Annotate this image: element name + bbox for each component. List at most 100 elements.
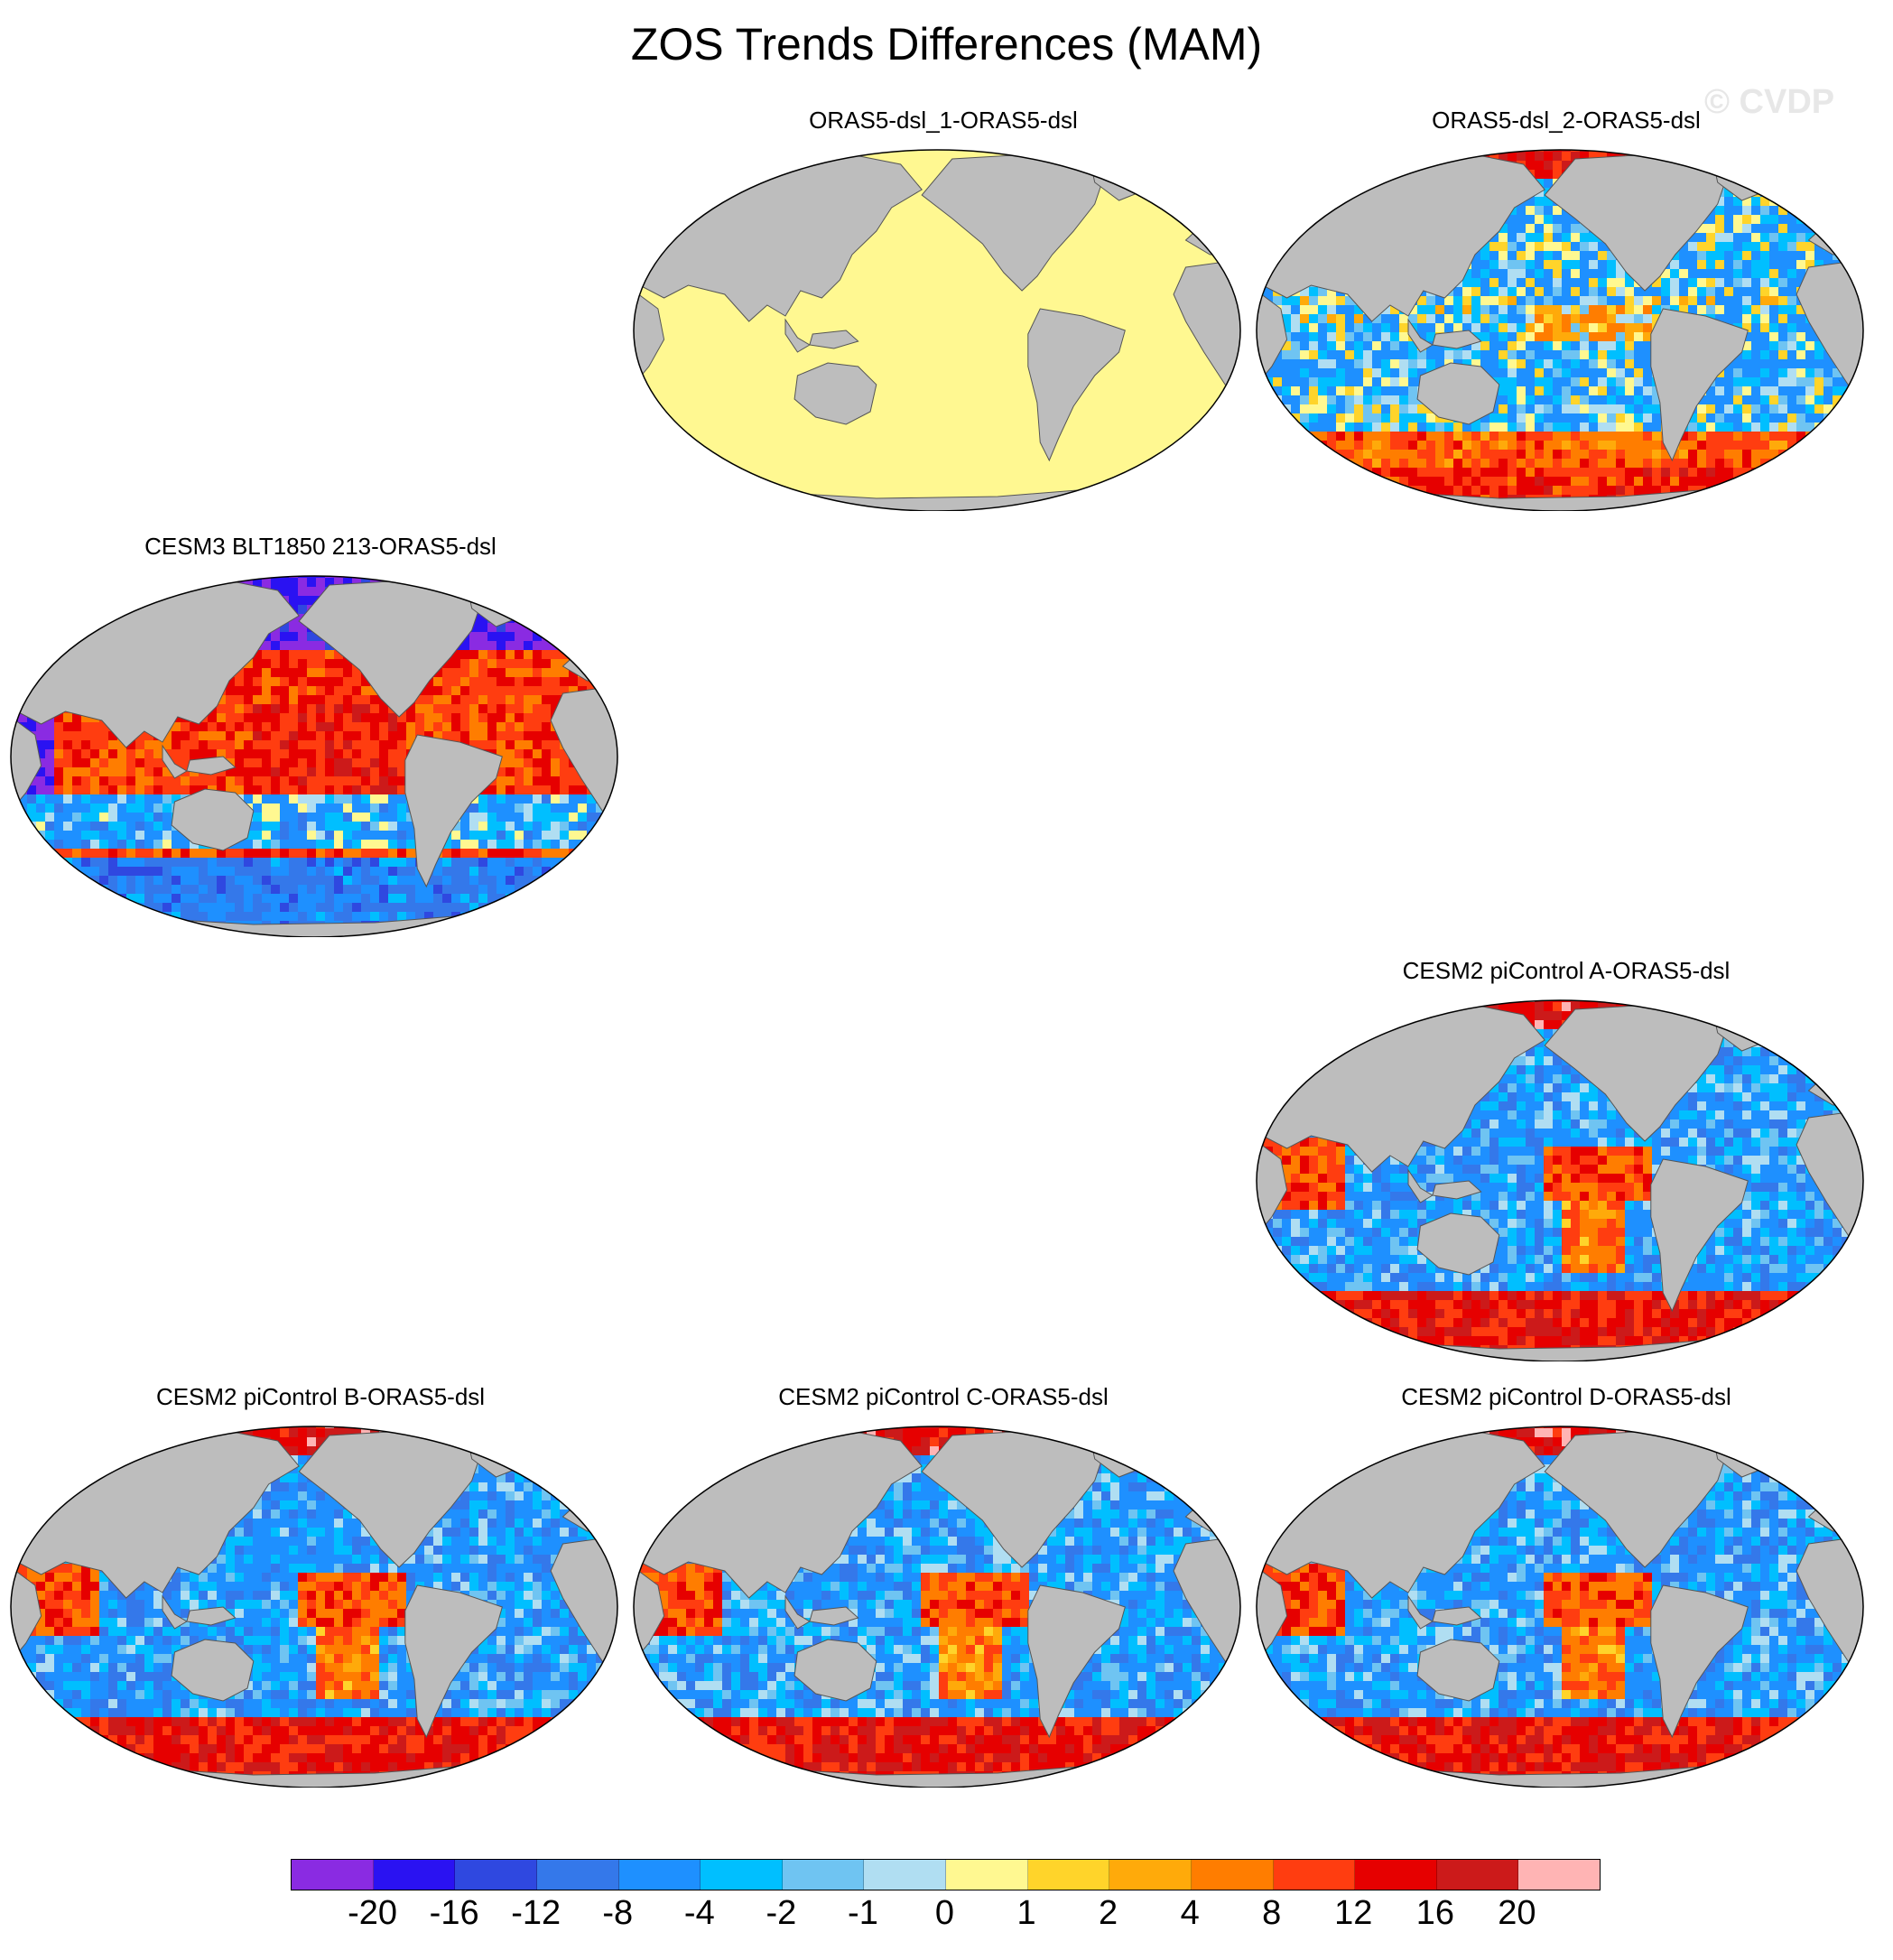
land-mass — [1416, 362, 1500, 425]
map-outline — [10, 1426, 618, 1788]
land-mass — [784, 318, 811, 353]
colorbar-swatch — [782, 1860, 865, 1890]
map-panel-cesm2-picontrol-b: CESM2 piControl B-ORAS5-dsl — [9, 1383, 632, 1789]
land-mass — [1407, 1594, 1434, 1630]
land-mass — [1650, 1158, 1749, 1313]
land-mass — [162, 1594, 188, 1630]
colorbar-tick-label: -16 — [429, 1894, 479, 1932]
map-outline — [633, 149, 1241, 511]
ocean-field — [1257, 1426, 1863, 1788]
land-mass — [1650, 1584, 1749, 1739]
ocean-field — [11, 576, 617, 937]
colorbar-swatch — [1436, 1860, 1519, 1890]
colorbar-swatch — [1027, 1860, 1110, 1890]
panel-title: ORAS5-dsl_1-ORAS5-dsl — [809, 107, 1078, 134]
land-mass — [634, 290, 665, 386]
colorbar-swatch — [701, 1860, 783, 1890]
map-projection — [633, 149, 1241, 511]
colorbar-tick-label: 20 — [1498, 1894, 1536, 1932]
ocean-field — [634, 150, 1240, 511]
land-mass — [1407, 1168, 1434, 1203]
colorbar-swatch — [946, 1860, 1028, 1890]
colorbar-swatch — [455, 1860, 537, 1890]
land-mass — [171, 1639, 255, 1702]
land-mass — [171, 788, 255, 851]
colorbar-tick-label: 8 — [1262, 1894, 1282, 1932]
land-mass — [793, 1639, 877, 1702]
cvdp-watermark: © CVDP — [1704, 83, 1835, 121]
map-projection — [1256, 149, 1864, 511]
land-mass — [1416, 1639, 1500, 1702]
land-mass — [162, 744, 188, 779]
land-mass — [784, 1594, 811, 1630]
colorbar-tick-label: -20 — [348, 1894, 398, 1932]
land-mass — [186, 1606, 237, 1626]
ocean-field — [11, 1426, 617, 1788]
land-mass — [1027, 308, 1126, 462]
colorbar-tick-label: -1 — [848, 1894, 878, 1932]
map-panel-cesm3-blt1850-213: CESM3 BLT1850 213-ORAS5-dsl — [9, 533, 632, 939]
map-projection — [10, 575, 618, 937]
land-mass — [809, 1606, 859, 1626]
colorbar-swatch — [864, 1860, 946, 1890]
panel-title: CESM2 piControl D-ORAS5-dsl — [1401, 1383, 1731, 1410]
land-mass — [404, 1584, 503, 1739]
colorbar-swatch — [618, 1860, 701, 1890]
colorbar-swatch — [536, 1860, 619, 1890]
map-panel-oras5-dsl-2: ORAS5-dsl_2-ORAS5-dsl — [1255, 107, 1878, 513]
colorbar-swatch — [1355, 1860, 1437, 1890]
colorbar-tick-label: -4 — [683, 1894, 715, 1932]
map-projection — [1256, 999, 1864, 1361]
colorbar-tick-label: 4 — [1180, 1894, 1200, 1932]
map-panel-cesm2-picontrol-a: CESM2 piControl A-ORAS5-dsl — [1255, 957, 1878, 1363]
map-projection — [633, 1426, 1241, 1788]
colorbar-swatch — [292, 1860, 374, 1890]
map-projection — [10, 1426, 618, 1788]
colorbar-tick-label: 2 — [1099, 1894, 1118, 1932]
land-mass — [1257, 290, 1288, 386]
land-mass — [793, 362, 877, 425]
colorbar-swatch — [373, 1860, 456, 1890]
ocean-field — [634, 1426, 1240, 1788]
figure-title: ZOS Trends Differences (MAM) — [630, 19, 1263, 70]
land-mass — [11, 1566, 42, 1663]
land-mass — [11, 716, 42, 813]
colorbar-tick-label: -8 — [602, 1894, 634, 1932]
map-outline — [1256, 999, 1864, 1361]
map-outline — [10, 575, 618, 937]
colorbar-tick-label: -2 — [766, 1894, 797, 1932]
map-outline — [633, 1426, 1241, 1788]
colorbar-tick-label: 12 — [1334, 1894, 1373, 1932]
land-mass — [1650, 308, 1749, 462]
colorbar-tick-label: -12 — [511, 1894, 561, 1932]
panel-title: CESM2 piControl B-ORAS5-dsl — [155, 1383, 486, 1410]
colorbar — [291, 1859, 1601, 1890]
panel-title: CESM2 piControl C-ORAS5-dsl — [778, 1383, 1109, 1410]
colorbar-tick-label: 16 — [1415, 1894, 1455, 1932]
land-mass — [1432, 330, 1482, 349]
map-outline — [1256, 149, 1864, 511]
land-mass — [1027, 1584, 1126, 1739]
land-mass — [1416, 1212, 1500, 1276]
land-mass — [634, 1566, 665, 1663]
colorbar-tick-label: 0 — [934, 1894, 955, 1932]
map-panel-cesm2-picontrol-d: CESM2 piControl D-ORAS5-dsl — [1255, 1383, 1878, 1789]
colorbar-swatch — [1109, 1860, 1192, 1890]
land-mass — [1432, 1180, 1482, 1200]
map-panel-cesm2-picontrol-c: CESM2 piControl C-ORAS5-dsl — [632, 1383, 1255, 1789]
land-mass — [809, 330, 859, 349]
land-mass — [1407, 318, 1434, 353]
colorbar-swatch — [1191, 1860, 1274, 1890]
panel-title: CESM3 BLT1850 213-ORAS5-dsl — [144, 533, 496, 560]
colorbar-swatch — [1273, 1860, 1356, 1890]
map-projection — [1256, 1426, 1864, 1788]
land-mass — [1257, 1140, 1288, 1237]
land-mass — [186, 756, 237, 776]
land-mass — [404, 734, 503, 888]
panel-title: ORAS5-dsl_2-ORAS5-dsl — [1432, 107, 1701, 134]
map-outline — [1256, 1426, 1864, 1788]
map-panel-oras5-dsl-1: ORAS5-dsl_1-ORAS5-dsl — [632, 107, 1255, 513]
panel-title: CESM2 piControl A-ORAS5-dsl — [1402, 957, 1731, 984]
colorbar-tick-label: 1 — [1016, 1894, 1036, 1932]
colorbar-swatch — [1518, 1860, 1600, 1890]
